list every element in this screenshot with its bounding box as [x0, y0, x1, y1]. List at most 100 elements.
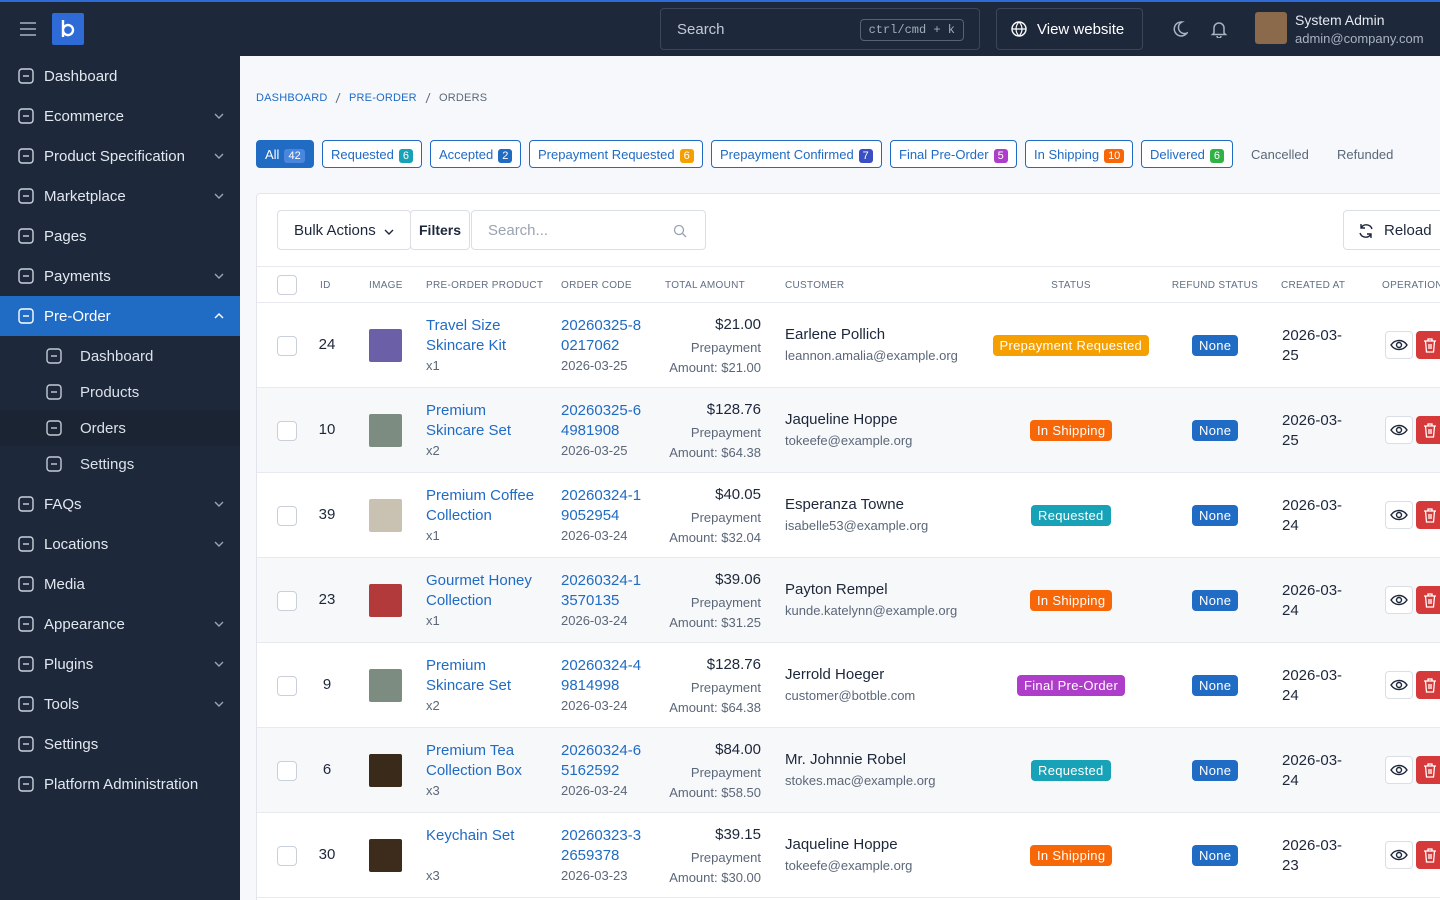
- row-checkbox[interactable]: [277, 591, 297, 611]
- order-code[interactable]: 20260325-80217062: [561, 317, 642, 354]
- nav-item[interactable]: Dashboard: [0, 56, 240, 96]
- nav-item[interactable]: Settings: [0, 724, 240, 764]
- reload-button[interactable]: Reload: [1343, 210, 1440, 250]
- product-name[interactable]: Travel Size Skincare Kit: [426, 317, 507, 354]
- product-name[interactable]: Premium Coffee Collection: [426, 487, 535, 524]
- delete-button[interactable]: [1416, 671, 1440, 699]
- delete-button[interactable]: [1416, 331, 1440, 359]
- view-button[interactable]: [1385, 671, 1413, 699]
- column-header[interactable]: OPERATIONS: [1382, 280, 1440, 291]
- row-checkbox[interactable]: [277, 421, 297, 441]
- view-button[interactable]: [1385, 416, 1413, 444]
- product-name[interactable]: Premium Skincare Set: [426, 402, 512, 439]
- column-header[interactable]: STATUS: [1051, 280, 1091, 291]
- delete-button[interactable]: [1416, 586, 1440, 614]
- nav-item[interactable]: Tools: [0, 684, 240, 724]
- nav-item[interactable]: Locations: [0, 524, 240, 564]
- delete-button[interactable]: [1416, 841, 1440, 869]
- column-header[interactable]: ORDER CODE: [561, 280, 632, 291]
- column-header[interactable]: IMAGE: [369, 280, 403, 291]
- logo[interactable]: [52, 13, 84, 45]
- row-checkbox[interactable]: [277, 506, 297, 526]
- user-name[interactable]: System Admin: [1295, 12, 1385, 28]
- created-at: 2026-03-24: [1282, 667, 1343, 704]
- table-row: 6 Premium Tea Collection Box x3 20260324-65…: [257, 728, 1440, 813]
- status-tab[interactable]: Cancelled: [1241, 140, 1319, 168]
- global-search[interactable]: Search ctrl/cmd + k: [660, 8, 980, 50]
- breadcrumb-item[interactable]: PRE-ORDER: [349, 92, 417, 104]
- status-tab[interactable]: Prepayment Requested 6: [529, 140, 703, 168]
- order-code[interactable]: 20260325-64981908: [561, 402, 642, 439]
- status-tab[interactable]: All 42: [256, 140, 314, 168]
- product-name[interactable]: Premium Tea Collection Box: [426, 742, 522, 779]
- view-button[interactable]: [1385, 756, 1413, 784]
- table-header: ID IMAGE PRE-ORDER PRODUCT ORDER CODE TOTAL …: [257, 266, 1440, 303]
- nav-item[interactable]: Payments: [0, 256, 240, 296]
- status-tab[interactable]: Requested 6: [322, 140, 423, 168]
- tab-label: In Shipping: [1034, 147, 1100, 162]
- status-tab[interactable]: Delivered 6: [1141, 140, 1234, 168]
- product-name[interactable]: Premium Skincare Set: [426, 657, 512, 694]
- order-code[interactable]: 20260324-49814998: [561, 657, 642, 694]
- status-tab[interactable]: In Shipping 10: [1025, 140, 1134, 168]
- delete-button[interactable]: [1416, 416, 1440, 444]
- nav-label: Payments: [44, 268, 111, 285]
- column-header[interactable]: CUSTOMER: [785, 280, 845, 291]
- nav-item[interactable]: Product Specification: [0, 136, 240, 176]
- prepayment-amount: Prepayment Amount: $58.50: [669, 765, 761, 800]
- column-header[interactable]: PRE-ORDER PRODUCT: [426, 280, 544, 291]
- select-all-checkbox[interactable]: [277, 275, 297, 295]
- nav-item[interactable]: Pre-Order: [0, 296, 240, 336]
- view-button[interactable]: [1385, 331, 1413, 359]
- filters-button[interactable]: Filters: [410, 210, 471, 250]
- column-header[interactable]: TOTAL AMOUNT: [665, 280, 746, 291]
- table-row: 10 Premium Skincare Set x2 20260325-6498190…: [257, 388, 1440, 473]
- status-tab[interactable]: Refunded: [1327, 140, 1403, 168]
- nav-item[interactable]: FAQs: [0, 484, 240, 524]
- status-tab[interactable]: Final Pre-Order 5: [890, 140, 1017, 168]
- order-code[interactable]: 20260324-13570135: [561, 572, 642, 609]
- delete-button[interactable]: [1416, 501, 1440, 529]
- column-header[interactable]: ID: [320, 280, 331, 291]
- product-name[interactable]: Keychain Set: [426, 827, 515, 844]
- nav-item[interactable]: Appearance: [0, 604, 240, 644]
- status-tab[interactable]: Accepted 2: [430, 140, 522, 168]
- sub-nav-label: Products: [80, 384, 140, 401]
- table-search[interactable]: Search...: [471, 210, 706, 250]
- user-avatar[interactable]: [1255, 12, 1287, 44]
- nav-item[interactable]: Marketplace: [0, 176, 240, 216]
- view-button[interactable]: [1385, 501, 1413, 529]
- row-checkbox[interactable]: [277, 761, 297, 781]
- nav-item[interactable]: Plugins: [0, 644, 240, 684]
- menu-toggle[interactable]: [19, 21, 37, 37]
- delete-button[interactable]: [1416, 756, 1440, 784]
- refund-badge: None: [1192, 845, 1239, 866]
- sub-nav-item[interactable]: Dashboard: [0, 338, 240, 374]
- view-website-button[interactable]: View website: [996, 8, 1143, 50]
- nav-icon: [18, 536, 34, 552]
- nav-item[interactable]: Pages: [0, 216, 240, 256]
- row-checkbox[interactable]: [277, 336, 297, 356]
- bulk-actions-button[interactable]: Bulk Actions: [277, 210, 411, 250]
- order-code[interactable]: 20260324-65162592: [561, 742, 642, 779]
- column-header[interactable]: REFUND STATUS: [1171, 280, 1259, 291]
- row-checkbox[interactable]: [277, 676, 297, 696]
- notifications[interactable]: [1210, 20, 1228, 38]
- nav-item[interactable]: Platform Administration: [0, 764, 240, 804]
- search-icon: [673, 224, 687, 238]
- order-code[interactable]: 20260324-19052954: [561, 487, 642, 524]
- sub-nav-item[interactable]: Orders: [0, 410, 240, 446]
- sub-nav-item[interactable]: Settings: [0, 446, 240, 482]
- order-code[interactable]: 20260323-32659378: [561, 827, 642, 864]
- product-name[interactable]: Gourmet Honey Collection: [426, 572, 532, 609]
- theme-toggle[interactable]: [1170, 20, 1188, 38]
- nav-item[interactable]: Media: [0, 564, 240, 604]
- view-button[interactable]: [1385, 841, 1413, 869]
- view-button[interactable]: [1385, 586, 1413, 614]
- status-tab[interactable]: Prepayment Confirmed 7: [711, 140, 882, 168]
- breadcrumb-item[interactable]: DASHBOARD: [256, 92, 328, 104]
- sub-nav-item[interactable]: Products: [0, 374, 240, 410]
- row-checkbox[interactable]: [277, 846, 297, 866]
- column-header[interactable]: CREATED AT: [1281, 280, 1346, 291]
- nav-item[interactable]: Ecommerce: [0, 96, 240, 136]
